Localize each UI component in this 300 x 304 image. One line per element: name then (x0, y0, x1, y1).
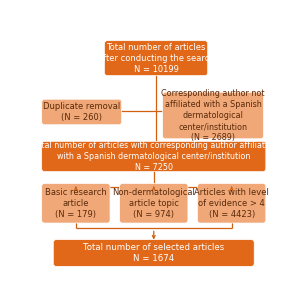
FancyBboxPatch shape (120, 184, 188, 223)
FancyBboxPatch shape (53, 240, 254, 266)
Text: Total number of articles
after conducting the search
N = 10199: Total number of articles after conductin… (98, 43, 214, 74)
FancyBboxPatch shape (42, 184, 110, 223)
FancyBboxPatch shape (42, 141, 266, 171)
Text: Total number of articles with corresponding author affiliated
with a Spanish der: Total number of articles with correspond… (33, 141, 275, 172)
FancyBboxPatch shape (42, 99, 122, 125)
Text: Total number of selected articles
N = 1674: Total number of selected articles N = 16… (83, 243, 224, 263)
FancyBboxPatch shape (104, 41, 208, 76)
Text: Basic research
article
(N = 179): Basic research article (N = 179) (45, 188, 107, 219)
Text: Duplicate removal
(N = 260): Duplicate removal (N = 260) (43, 102, 120, 122)
FancyBboxPatch shape (197, 184, 266, 223)
Text: Non-dermatological
article topic
(N = 974): Non-dermatological article topic (N = 97… (112, 188, 195, 219)
Text: Articles with level
of evidence > 4
(N = 4423): Articles with level of evidence > 4 (N =… (194, 188, 269, 219)
FancyBboxPatch shape (163, 92, 263, 139)
Text: Corresponding author not
affiliated with a Spanish
dermatological
center/institu: Corresponding author not affiliated with… (161, 89, 265, 142)
